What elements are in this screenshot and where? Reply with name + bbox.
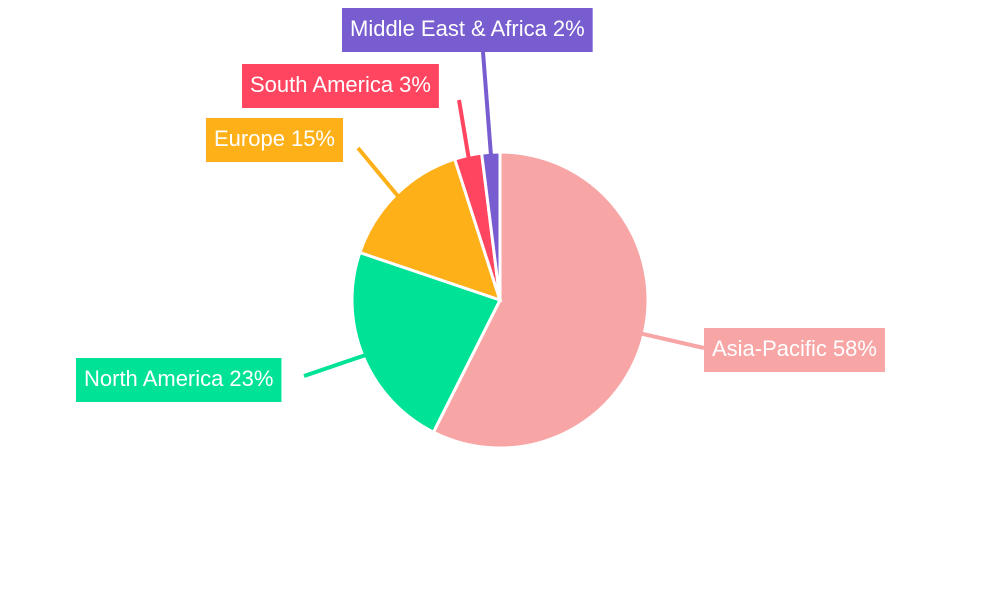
label-text: South America 3% [250,72,431,97]
label-box [342,8,593,52]
data-label: South America 3% [242,64,439,108]
label-text: Asia-Pacific 58% [712,336,877,361]
category-label: South America [250,72,394,97]
leader-line [481,51,494,157]
value-label: 15% [291,126,335,151]
data-label: North America 23% [76,358,282,402]
data-label: Middle East & Africa 2% [342,8,593,52]
leader-line [356,146,401,199]
category-label: Asia-Pacific [712,336,827,361]
label-box [704,328,885,372]
label-box [242,64,439,108]
label-text: Europe 15% [214,126,335,151]
leader-line [457,99,471,160]
label-box [76,358,282,402]
category-label: North America [84,366,224,391]
value-label: 2% [553,16,585,41]
label-text: Middle East & Africa 2% [350,16,585,41]
leader-line [303,352,368,378]
category-label: Middle East & Africa [350,16,548,41]
data-label: Asia-Pacific 58% [704,328,885,372]
value-label: 23% [229,366,273,391]
value-label: 58% [833,336,877,361]
label-text: North America 23% [84,366,273,391]
leader-line [639,331,705,350]
data-label: Europe 15% [206,118,343,162]
value-label: 3% [399,72,431,97]
category-label: Europe [214,126,285,151]
label-box [206,118,343,162]
